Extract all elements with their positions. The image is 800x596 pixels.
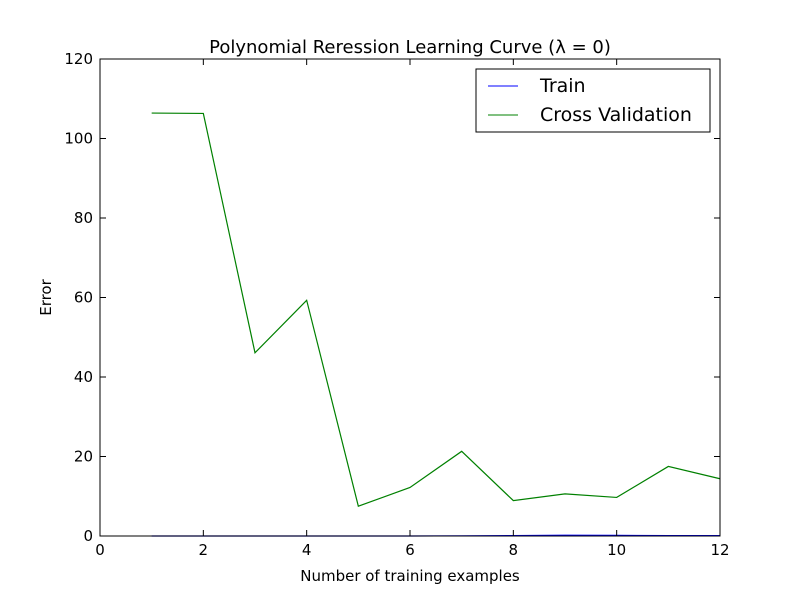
legend-label-train: Train: [539, 75, 586, 97]
x-tick-label: 12: [710, 541, 729, 559]
legend: Train Cross Validation: [475, 68, 711, 133]
y-axis-label: Error: [37, 278, 55, 315]
y-tick-label: 0: [83, 527, 93, 545]
legend-label-cross-validation: Cross Validation: [540, 104, 692, 126]
chart-title: Polynomial Reression Learning Curve (λ =…: [209, 37, 611, 58]
x-tick-label: 2: [199, 541, 209, 559]
x-tick-label: 4: [302, 541, 312, 559]
x-tick-label: 8: [509, 541, 519, 559]
legend-box: [475, 68, 711, 133]
series-line-cross-validation: [151, 112, 721, 507]
x-axis-label: Number of training examples: [300, 567, 520, 585]
y-tick-label: 60: [74, 289, 93, 307]
x-tick-label: 10: [607, 541, 626, 559]
plot-area: [100, 59, 720, 536]
y-tick-label: 120: [64, 50, 93, 68]
y-tick-label: 40: [74, 368, 93, 386]
y-tick-label: 80: [74, 209, 93, 227]
y-tick-label: 100: [64, 130, 93, 148]
x-tick-label: 0: [95, 541, 105, 559]
x-tick-label: 6: [405, 541, 415, 559]
y-tick-label: 20: [74, 448, 93, 466]
